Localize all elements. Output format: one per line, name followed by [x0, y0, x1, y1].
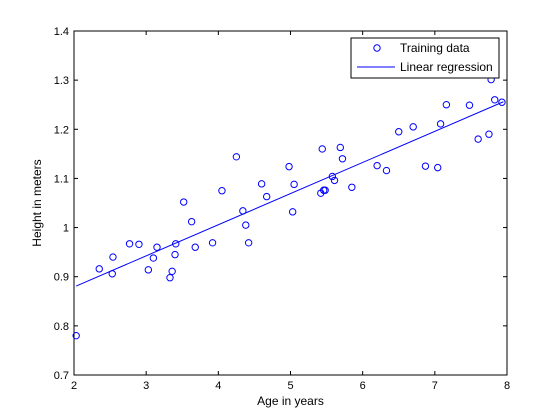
x-tick-label: 7: [432, 380, 438, 392]
data-point: [95, 265, 103, 273]
data-point: [187, 217, 196, 226]
data-point: [218, 187, 226, 195]
x-tick-label: 3: [143, 380, 149, 392]
data-point: [166, 273, 174, 282]
data-point: [179, 198, 188, 206]
data-point: [421, 162, 430, 170]
data-point: [321, 186, 329, 194]
legend-label-linear-regression: Linear regression: [400, 60, 493, 74]
data-point: [171, 250, 179, 259]
data-point: [172, 240, 180, 248]
data-point: [125, 240, 134, 248]
x-tick-label: 4: [215, 380, 221, 392]
legend-marker-training-data: [373, 44, 381, 52]
regression-line: [75, 101, 504, 287]
data-point: [409, 123, 417, 131]
y-tick-label: 0.9: [54, 272, 69, 284]
axis-ticks: 2 3 4 5 6 7 8 0.7 0.8 0.9 1 1.1 1.2 1.3 1.4: [54, 26, 510, 392]
plot-area: [73, 30, 508, 376]
data-point: [436, 120, 445, 128]
data-point: [285, 162, 293, 171]
data-point: [491, 96, 499, 104]
data-point: [336, 143, 344, 152]
x-axis-label: Age in years: [257, 394, 324, 408]
x-tick-label: 6: [360, 380, 366, 392]
data-point: [232, 153, 241, 161]
y-tick-label: 1.1: [54, 173, 69, 185]
data-point: [442, 101, 451, 109]
data-point: [153, 243, 161, 251]
data-point: [242, 221, 250, 229]
data-point: [208, 239, 217, 247]
data-point: [144, 266, 153, 274]
data-point: [498, 98, 506, 106]
data-point: [149, 254, 158, 262]
data-point: [109, 253, 117, 261]
data-point: [244, 239, 253, 247]
series-layer: [72, 75, 506, 340]
legend: Training data Linear regression: [350, 37, 500, 79]
data-point: [330, 176, 339, 185]
data-point: [318, 145, 326, 153]
data-point: [290, 180, 298, 189]
data-point: [288, 208, 297, 216]
data-point: [465, 101, 474, 109]
y-tick-label: 1: [63, 223, 69, 235]
data-point: [382, 166, 391, 175]
data-point: [434, 163, 442, 172]
y-tick-label: 0.7: [54, 370, 69, 382]
x-tick-label: 5: [287, 380, 293, 392]
data-point: [257, 180, 266, 188]
data-point: [191, 243, 199, 251]
y-axis-label: Height in meters: [30, 159, 44, 246]
data-point: [395, 128, 403, 136]
data-point: [262, 192, 271, 201]
data-point: [338, 155, 347, 163]
y-tick-label: 1.4: [54, 26, 69, 38]
legend-label-training-data: Training data: [400, 41, 470, 55]
x-tick-label: 2: [71, 380, 77, 392]
data-point: [348, 183, 356, 191]
data-point: [373, 161, 381, 170]
data-point: [474, 135, 482, 143]
data-point: [485, 130, 493, 138]
y-tick-label: 1.2: [54, 124, 69, 136]
y-tick-label: 0.8: [54, 321, 69, 333]
x-tick-label: 8: [504, 380, 510, 392]
data-point: [72, 331, 80, 340]
data-point: [168, 267, 176, 276]
data-point: [135, 240, 143, 248]
y-tick-label: 1.3: [54, 75, 69, 87]
